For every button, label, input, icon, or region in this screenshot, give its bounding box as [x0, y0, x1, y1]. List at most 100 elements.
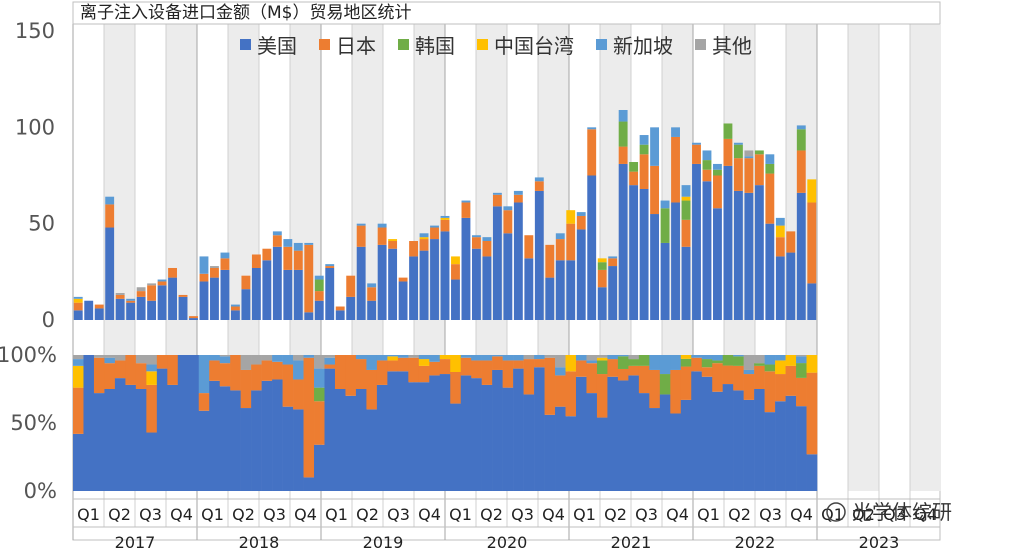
share-bar-segment	[345, 395, 357, 491]
amount-bar-segment	[419, 239, 429, 251]
amount-bar-segment	[126, 300, 136, 303]
share-bar-segment	[293, 379, 304, 410]
legend-label: 其他	[712, 34, 752, 58]
amount-bar-segment	[765, 154, 775, 164]
amount-bar-segment	[325, 264, 335, 267]
share-bar-segment	[586, 355, 598, 361]
amount-bar-segment	[587, 175, 597, 320]
share-bar-segment	[565, 371, 577, 417]
amount-bar-segment	[597, 269, 607, 288]
amount-bar-segment	[503, 233, 513, 320]
amount-bar-segment	[639, 154, 649, 189]
share-bar-segment	[712, 363, 723, 392]
share-bar-segment	[796, 363, 807, 378]
share-bar-segment	[314, 368, 325, 388]
share-bar-segment	[544, 357, 556, 415]
amount-bar-segment	[597, 287, 607, 320]
share-bar-segment	[754, 365, 765, 389]
amount-bar-segment	[650, 214, 660, 320]
amount-bar-segment	[702, 150, 712, 161]
share-bar-segment	[439, 374, 451, 491]
legend-label: 中国台湾	[494, 34, 574, 58]
quarter-label: Q3	[139, 505, 162, 524]
amount-bar-segment	[618, 109, 628, 122]
amount-bar-segment	[73, 298, 83, 303]
amount-bar-segment	[440, 231, 450, 320]
share-bar-segment	[429, 355, 441, 362]
amount-bar-segment	[430, 239, 439, 320]
share-bar-segment	[649, 355, 661, 370]
share-bar-segment	[209, 380, 221, 491]
amount-bar-segment	[629, 162, 639, 172]
quarter-label: Q4	[294, 505, 317, 524]
share-bar-segment	[743, 369, 755, 375]
share-bar-segment	[523, 359, 535, 395]
amount-bar-segment	[398, 281, 408, 320]
share-bar-segment	[450, 403, 462, 491]
quarter-label: Q1	[821, 505, 844, 524]
amount-bar-segment	[451, 256, 460, 265]
share-bar-segment	[534, 359, 545, 368]
share-bar-segment	[680, 358, 692, 367]
amount-bar-segment	[168, 267, 177, 278]
quarter-label: Q1	[77, 505, 100, 524]
quarter-label: Q3	[883, 505, 906, 524]
amount-bar-segment	[629, 185, 639, 320]
amount-bar-segment	[178, 294, 188, 297]
amount-bar-segment	[346, 275, 356, 297]
amount-bar-segment	[744, 156, 754, 159]
quarter-label: Q1	[573, 505, 596, 524]
amount-bar-segment	[293, 250, 303, 270]
amount-bar-segment	[461, 200, 471, 203]
share-bar-segment	[607, 355, 619, 360]
share-bar-segment	[544, 355, 556, 358]
share-bar-segment	[775, 374, 786, 402]
share-bar-segment	[596, 360, 608, 375]
share-bar-segment	[481, 355, 493, 361]
quarter-label: Q4	[790, 505, 813, 524]
amount-bar-segment	[713, 163, 722, 170]
share-bar-segment	[156, 368, 168, 491]
share-bar-segment	[387, 360, 399, 372]
amount-bar-segment	[199, 281, 209, 320]
quarter-band	[910, 24, 941, 491]
share-bar-segment	[764, 371, 776, 413]
share-bar-segment	[628, 359, 640, 366]
share-bar-segment	[680, 399, 692, 491]
amount-bar-segment	[713, 208, 722, 320]
amount-bar-segment	[807, 179, 817, 203]
amount-bar-segment	[597, 262, 607, 270]
amount-bar-segment	[189, 316, 198, 319]
share-bar-segment	[345, 355, 357, 396]
amount-bar-segment	[430, 227, 439, 240]
share-bar-segment	[73, 387, 84, 434]
amount-bar-segment	[660, 200, 670, 209]
amount-bar-segment	[608, 256, 618, 259]
y-tick-label: 100%	[0, 343, 57, 367]
amount-bar-segment	[94, 304, 104, 309]
legend-swatch	[695, 39, 706, 50]
share-bar-segment	[492, 355, 503, 357]
amount-bar-segment	[451, 264, 460, 280]
share-bar-segment	[575, 355, 587, 361]
amount-bar-segment	[471, 248, 481, 320]
y-tick-label: 0	[42, 308, 55, 332]
share-bar-segment	[691, 371, 703, 491]
amount-bar-segment	[230, 306, 240, 311]
share-bar-segment	[376, 360, 388, 385]
amount-bars	[73, 109, 817, 320]
amount-bar-segment	[733, 190, 743, 320]
amount-bar-segment	[356, 223, 366, 226]
amount-bar-segment	[461, 217, 471, 320]
amount-bar-segment	[692, 142, 701, 145]
share-bar-segment	[251, 390, 262, 491]
share-bar-segment	[450, 372, 462, 404]
amount-bar-segment	[419, 237, 429, 240]
amount-bar-segment	[189, 318, 198, 320]
year-label: 2018	[239, 533, 280, 552]
amount-bar-segment	[304, 242, 314, 245]
share-bar-segment	[240, 369, 252, 409]
amount-bar-segment	[251, 254, 261, 268]
amount-bar-segment	[671, 127, 680, 137]
legend-label: 日本	[336, 34, 376, 58]
